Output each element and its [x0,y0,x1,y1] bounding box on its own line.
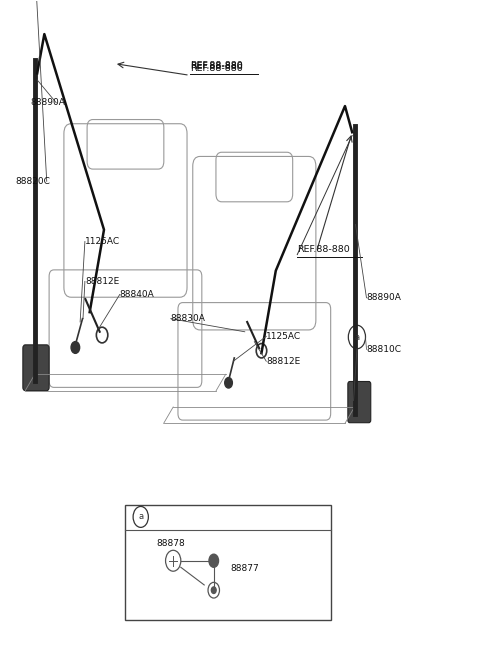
Text: REF.88-880: REF.88-880 [190,64,243,74]
Text: 88840A: 88840A [120,290,155,299]
Text: 88890A: 88890A [366,293,401,302]
Circle shape [209,555,218,567]
Text: 88830A: 88830A [171,314,205,323]
Text: 88877: 88877 [230,564,259,573]
FancyBboxPatch shape [23,345,49,391]
Text: a: a [138,512,144,522]
Text: 1125AC: 1125AC [85,237,120,246]
Text: REF.88-880: REF.88-880 [297,245,350,254]
Text: 88810C: 88810C [366,345,401,354]
Text: 88878: 88878 [156,539,185,547]
Text: 88820C: 88820C [16,177,50,186]
Circle shape [211,587,216,593]
Text: REF.88-880: REF.88-880 [190,61,243,70]
Text: a: a [354,332,360,342]
Circle shape [225,378,232,388]
Text: 88812E: 88812E [85,277,119,286]
Text: 88890A: 88890A [30,99,65,107]
FancyBboxPatch shape [348,382,371,422]
Text: 1125AC: 1125AC [266,332,301,341]
Text: 88812E: 88812E [266,357,300,366]
Text: REF.88-880: REF.88-880 [190,62,243,72]
Bar [125,505,331,620]
Circle shape [71,342,80,353]
